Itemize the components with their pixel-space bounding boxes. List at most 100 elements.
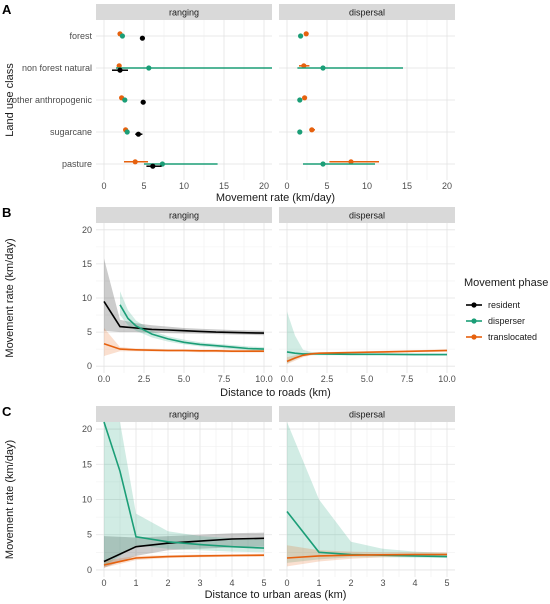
point-disperser (320, 65, 326, 71)
x-tick-label: 1 (133, 578, 138, 588)
line-translocated (286, 553, 447, 559)
x-tick-label: 4 (412, 578, 417, 588)
facet-strip (279, 207, 455, 223)
point-resident (139, 35, 145, 41)
point-disperser (146, 65, 152, 71)
y-tick-label: pasture (62, 159, 92, 169)
point-disperser (320, 161, 326, 167)
line-translocated (286, 349, 448, 363)
y-axis-title: Land use class (4, 63, 16, 137)
y-tick-label: 15 (82, 259, 92, 269)
legend-key-point (471, 318, 477, 324)
facet-ranging: ranging 0 5 10 15 20 (96, 4, 272, 191)
ribbon-disperser (104, 422, 264, 567)
y-axis-title: Movement rate (km/day) (4, 238, 16, 357)
x-tick-label: 5 (261, 578, 266, 588)
x-tick-label: 20 (442, 181, 452, 191)
line-resident (103, 537, 265, 563)
point-disperser (119, 33, 125, 39)
legend-label: translocated (488, 332, 537, 342)
x-tick-label: 2 (348, 578, 353, 588)
x-tick-label: 10 (362, 181, 372, 191)
y-tick-label: sugarcane (50, 127, 92, 137)
x-tick-label: 7.5 (401, 374, 414, 384)
facet-strip (279, 4, 455, 20)
facet-label: dispersal (349, 211, 385, 221)
legend: Movement phase resident disperser transloca… (464, 277, 548, 342)
facet-dispersal: dispersal 0.0 2.5 5.0 7.5 10.0 (279, 207, 456, 384)
point-translocated (116, 63, 122, 69)
facet-ranging: ranging 0 1 2 3 4 5 (96, 406, 272, 588)
y-tick-label: non forest natural (22, 63, 92, 73)
facet-label: dispersal (349, 8, 385, 18)
point-translocated (309, 127, 315, 133)
y-tick-label: 10 (82, 293, 92, 303)
x-tick-label: 3 (197, 578, 202, 588)
point-disperser (297, 97, 303, 103)
y-tick-label: forest (69, 31, 92, 41)
point-resident (140, 99, 146, 105)
facet-dispersal: dispersal 0 5 10 15 20 (279, 4, 455, 191)
point-translocated (132, 159, 138, 165)
x-tick-label: 0 (101, 578, 106, 588)
line-disperser (119, 304, 265, 350)
y-tick-label: 0 (87, 565, 92, 575)
x-tick-label: 15 (402, 181, 412, 191)
x-tick-label: 10.0 (255, 374, 273, 384)
y-tick-label: 20 (82, 424, 92, 434)
facet-label: ranging (169, 8, 199, 18)
point-resident (135, 131, 141, 137)
x-axis-title: Distance to roads (km) (220, 387, 331, 399)
point-translocated (348, 159, 354, 165)
line-resident (103, 300, 265, 334)
x-tick-label: 1 (316, 578, 321, 588)
point-resident (150, 163, 156, 169)
point-disperser (124, 129, 130, 135)
x-tick-label: 0.0 (281, 374, 294, 384)
panel-tag: A (2, 2, 12, 17)
point-disperser (297, 129, 303, 135)
line-translocated (103, 342, 264, 353)
legend-title: Movement phase (464, 277, 548, 289)
x-tick-label: 7.5 (218, 374, 231, 384)
x-tick-label: 3 (380, 578, 385, 588)
panel-tag: B (2, 205, 11, 220)
x-tick-label: 2.5 (138, 374, 151, 384)
y-tick-label: 5 (87, 530, 92, 540)
y-tick-label: 10 (82, 495, 92, 505)
y-tick-label: 15 (82, 459, 92, 469)
panel-tag: C (2, 404, 12, 419)
x-axis-title: Movement rate (km/day) (216, 192, 335, 204)
ribbon-translocated (104, 328, 264, 356)
facet-strip (96, 406, 272, 422)
legend-key-point (471, 334, 477, 340)
x-tick-label: 0.0 (98, 374, 111, 384)
y-tick-label: 0 (87, 361, 92, 371)
line-disperser (103, 421, 265, 549)
x-axis-title: Distance to urban areas (km) (205, 589, 347, 601)
y-tick-label: 5 (87, 327, 92, 337)
x-tick-label: 2.5 (321, 374, 334, 384)
y-tick-label: other anthropogenic (12, 95, 93, 105)
point-resident (117, 67, 123, 73)
x-tick-label: 0 (101, 181, 106, 191)
facet-dispersal: dispersal 0 1 2 3 4 5 (279, 406, 455, 588)
line-translocated (103, 554, 265, 566)
facet-strip (96, 207, 272, 223)
legend-label: resident (488, 300, 521, 310)
facet-label: dispersal (349, 410, 385, 420)
facet-label: ranging (169, 410, 199, 420)
point-translocated (301, 63, 307, 69)
facet-strip (96, 4, 272, 20)
x-tick-label: 20 (259, 181, 269, 191)
point-translocated (302, 95, 308, 101)
x-tick-label: 15 (219, 181, 229, 191)
point-disperser (298, 33, 304, 39)
point-disperser (159, 161, 165, 167)
x-tick-label: 0 (284, 578, 289, 588)
x-tick-label: 4 (229, 578, 234, 588)
